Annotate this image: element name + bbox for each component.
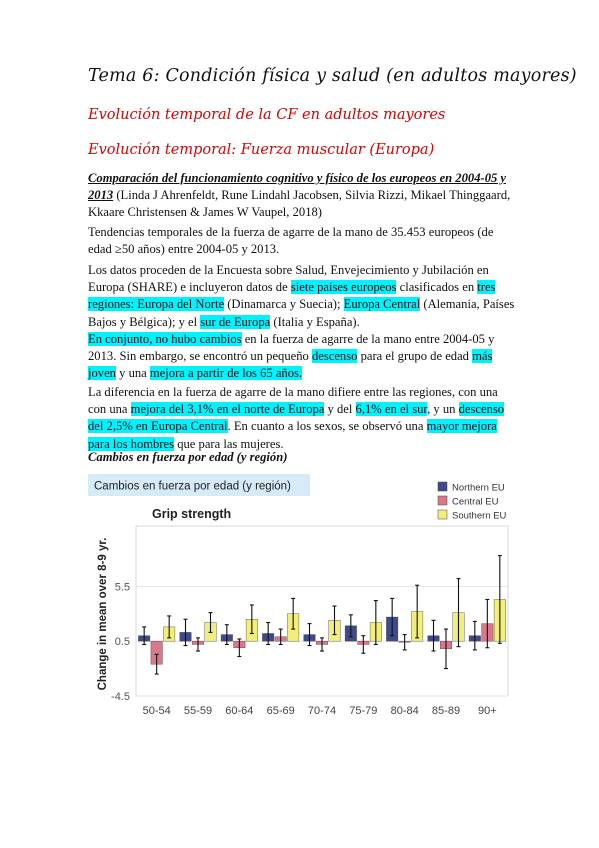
section-heading: Evolución temporal de la CF en adultos m… xyxy=(88,107,446,123)
paragraph-overall-result: En conjunto, no hubo cambios en la fuerz… xyxy=(88,331,516,383)
plot-panel xyxy=(135,525,509,697)
x-tick-label: 80-84 xyxy=(391,705,419,717)
grip-strength-chart: Cambios en fuerza por edad (y región) Gr… xyxy=(88,474,516,720)
grid xyxy=(135,525,509,697)
x-tick-label: 75-79 xyxy=(349,705,377,717)
highlight: Europa Central xyxy=(343,297,421,312)
highlight: 6,1% en el sur xyxy=(355,402,428,417)
error-bars xyxy=(142,555,502,675)
text-run: para el grupo de edad xyxy=(357,349,473,364)
text-run: Los datos proceden de la Encuesta sobre … xyxy=(88,263,489,295)
page-title: Tema 6: Condición física y salud (en adu… xyxy=(88,66,577,86)
highlight: sur de Europa xyxy=(200,314,271,329)
text-run: . En cuanto a los sexos, se observó una xyxy=(227,419,427,434)
x-tick-label: 70-74 xyxy=(308,705,336,717)
text-run: ≥50 años) entre 2004-05 y 2013. xyxy=(114,242,280,257)
legend-swatch xyxy=(437,509,448,520)
chart-figure: Cambios en fuerza por edad (y región) Gr… xyxy=(88,474,516,720)
text-run: (Dinamarca y Suecia); xyxy=(224,297,344,312)
paragraph-regional-result: La diferencia en la fuerza de agarre de … xyxy=(88,384,516,453)
legend-swatch xyxy=(437,495,448,506)
reference-title: Comparación del funcionamiento cognitivo… xyxy=(88,171,507,203)
x-tick-label: 60-64 xyxy=(225,705,253,717)
figure-caption: Cambios en fuerza por edad (y región) xyxy=(88,450,288,464)
y-tick-label: 5.5 xyxy=(115,581,130,593)
y-axis-label: Change in mean over 8-9 yr. xyxy=(97,538,109,691)
y-tick-label: -4.5 xyxy=(111,691,130,703)
legend-label: Southern EU xyxy=(452,511,507,522)
highlight: En conjunto, no hubo cambios xyxy=(88,332,242,346)
reference-authors: (Linda J Ahrenfeldt, Rune Lindahl Jacobs… xyxy=(88,188,511,220)
text-run: y una xyxy=(115,366,150,381)
text-run: en la fuerza de agarre de la mano entre … xyxy=(88,332,495,364)
legend-label: Central EU xyxy=(452,497,499,508)
legend-swatch xyxy=(437,481,448,492)
paragraph-sample: Tendencias temporales de la fuerza de ag… xyxy=(88,224,516,258)
highlight: mejora a partir de los 65 años. xyxy=(149,366,303,381)
text-run: La diferencia en la fuerza de agarre de … xyxy=(88,385,498,417)
text-run: clasificados en xyxy=(396,280,478,295)
paragraph-data-source: Los datos proceden de la Encuesta sobre … xyxy=(88,262,516,331)
x-tick-label: 55-59 xyxy=(184,705,212,717)
highlight: descenso xyxy=(311,349,358,364)
chart-title: Grip strength xyxy=(152,507,231,521)
y-axis-ticks: -4.5 0.5 5.5 xyxy=(111,581,130,703)
text-run: Tendencias temporales de la fuerza de ag… xyxy=(88,225,494,257)
x-tick-label: 65-69 xyxy=(267,705,295,717)
y-tick-label: 0.5 xyxy=(115,636,130,648)
text-run: que para las mujeres. xyxy=(174,436,284,451)
legend: Northern EU Central EU Southern EU xyxy=(437,481,507,522)
highlight: siete países europeos xyxy=(290,280,397,295)
legend-label: Northern EU xyxy=(452,483,505,494)
x-tick-label: 85-89 xyxy=(432,705,460,717)
highlight: mejora del 3,1% en el norte de Europa xyxy=(130,402,325,417)
text-run: (Italia y España). xyxy=(270,314,360,329)
x-axis-ticks: 50-54 55-59 60-64 65-69 70-74 75-79 80-84 85-89… xyxy=(143,705,497,717)
x-tick-label: 90+ xyxy=(478,705,497,717)
x-tick-label: 50-54 xyxy=(143,705,171,717)
chart-banner-text: Cambios en fuerza por edad (y región) xyxy=(94,481,291,493)
subsection-heading: Evolución temporal: Fuerza muscular (Eur… xyxy=(88,142,435,158)
text-run: y del xyxy=(324,402,356,417)
text-run: (Alemania, Países Bajos y Bélgica); y el xyxy=(88,297,515,329)
reference-paragraph: Comparación del funcionamiento cognitivo… xyxy=(88,170,516,222)
text-run: , y un xyxy=(427,402,459,417)
chart-banner xyxy=(88,474,310,496)
